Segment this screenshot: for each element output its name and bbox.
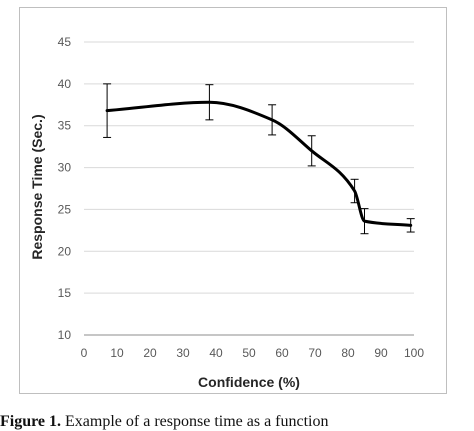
caption-label: Figure 1 xyxy=(0,413,58,430)
y-axis-title: Response Time (Sec.) xyxy=(29,114,45,259)
y-tick-label-30: 30 xyxy=(58,161,72,175)
x-tick-label-90: 90 xyxy=(374,346,388,360)
x-tick-label-30: 30 xyxy=(176,346,190,360)
y-tick-label-45: 45 xyxy=(58,35,72,49)
y-tick-label-25: 25 xyxy=(58,202,72,216)
x-tick-label-20: 20 xyxy=(143,346,157,360)
y-tick-label-20: 20 xyxy=(58,244,72,258)
y-tick-label-35: 35 xyxy=(58,119,72,133)
x-tick-label-50: 50 xyxy=(242,346,256,360)
x-tick-label-10: 10 xyxy=(110,346,124,360)
figure-caption: Figure 1. Example of a response time as … xyxy=(0,413,329,430)
caption-text: Example of a response time as a function xyxy=(65,413,329,430)
gridlines xyxy=(84,41,414,336)
x-tick-labels: 0 10 20 30 40 50 60 70 80 90 100 xyxy=(81,346,425,360)
x-tick-label-80: 80 xyxy=(341,346,355,360)
x-tick-label-100: 100 xyxy=(404,346,424,360)
y-tick-labels: 10 15 20 25 30 35 40 45 xyxy=(58,35,72,342)
x-axis-title: Confidence (%) xyxy=(198,374,300,390)
x-tick-label-0: 0 xyxy=(81,346,88,360)
chart-frame xyxy=(19,7,447,394)
x-tick-label-70: 70 xyxy=(308,346,322,360)
x-tick-label-60: 60 xyxy=(275,346,289,360)
series-line xyxy=(105,100,413,227)
y-tick-label-10: 10 xyxy=(58,328,72,342)
x-tick-label-40: 40 xyxy=(209,346,223,360)
y-tick-label-15: 15 xyxy=(58,286,72,300)
y-tick-label-40: 40 xyxy=(58,77,72,91)
